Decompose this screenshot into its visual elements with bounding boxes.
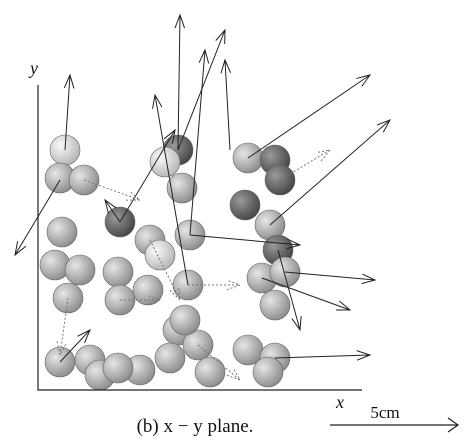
sphere [40, 250, 70, 280]
sphere [155, 343, 185, 373]
sphere [195, 357, 225, 387]
sphere [230, 190, 260, 220]
sphere [170, 305, 200, 335]
arrow [175, 15, 185, 150]
arrow [221, 60, 231, 150]
sphere [253, 357, 283, 387]
velocity-arrows [15, 15, 390, 380]
arrow [248, 75, 370, 158]
y-axis-label: y [28, 58, 38, 78]
sphere [103, 257, 133, 287]
sphere [145, 240, 175, 270]
x-axis-label: x [335, 392, 344, 412]
figure: y x (b) x − y plane. 5cm [0, 0, 465, 439]
sphere [65, 255, 95, 285]
sphere [47, 217, 77, 247]
scale-label: 5cm [370, 403, 399, 422]
caption: (b) x − y plane. [137, 416, 254, 437]
sphere [103, 353, 133, 383]
spheres [40, 135, 300, 390]
sphere [260, 290, 290, 320]
